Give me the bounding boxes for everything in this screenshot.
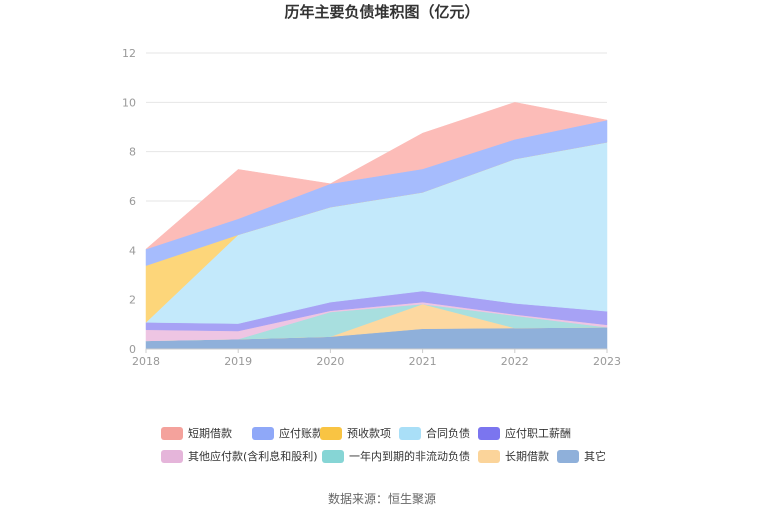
legend-swatch — [399, 427, 421, 440]
y-tick-label: 12 — [122, 47, 136, 60]
legend-item[interactable]: 应付职工薪酬 — [478, 426, 571, 440]
legend-label: 一年内到期的非流动负债 — [349, 449, 470, 463]
y-tick-label: 10 — [122, 96, 136, 109]
legend-item[interactable]: 应付账款 — [252, 426, 323, 440]
legend-label: 应付账款 — [279, 426, 323, 440]
y-tick-label: 8 — [129, 146, 136, 159]
y-tick-label: 0 — [129, 343, 136, 356]
legend-item[interactable]: 短期借款 — [161, 426, 232, 440]
legend-label: 其它 — [584, 449, 606, 463]
series-area — [145, 102, 608, 250]
legend-item[interactable]: 其他应付款(含利息和股利) — [161, 449, 318, 463]
legend-item[interactable]: 长期借款 — [478, 449, 549, 463]
legend-label: 预收款项 — [347, 426, 391, 440]
x-tick-label: 2022 — [501, 355, 529, 368]
y-tick-label: 6 — [129, 195, 136, 208]
x-tick-label: 2020 — [316, 355, 344, 368]
legend-swatch — [478, 450, 500, 463]
chart-title: 历年主要负债堆积图（亿元） — [284, 3, 479, 21]
x-axis: 2018 2019 2020 2021 2022 2023 — [132, 348, 621, 368]
legend-swatch — [161, 450, 183, 463]
legend-label: 长期借款 — [505, 449, 549, 463]
legend-label: 应付职工薪酬 — [505, 426, 571, 440]
area-series — [145, 102, 608, 350]
legend-swatch — [322, 450, 344, 463]
source-note: 数据来源：恒生聚源 — [328, 491, 436, 506]
y-tick-label: 4 — [129, 244, 136, 257]
y-axis: 0 2 4 6 8 10 12 — [122, 47, 136, 356]
legend-item[interactable]: 预收款项 — [320, 426, 391, 440]
legend-swatch — [161, 427, 183, 440]
x-tick-label: 2023 — [593, 355, 621, 368]
legend-item[interactable]: 合同负债 — [399, 426, 470, 440]
legend-label: 合同负债 — [426, 426, 470, 440]
legend-label: 其他应付款(含利息和股利) — [188, 449, 318, 463]
legend-item[interactable]: 一年内到期的非流动负债 — [322, 449, 470, 463]
legend-item[interactable]: 其它 — [557, 449, 606, 463]
legend-swatch — [557, 450, 579, 463]
legend-label: 短期借款 — [188, 426, 232, 440]
x-tick-label: 2021 — [409, 355, 437, 368]
legend-swatch — [320, 427, 342, 440]
legend-swatch — [478, 427, 500, 440]
legend-swatch — [252, 427, 274, 440]
x-tick-label: 2019 — [224, 355, 252, 368]
y-tick-label: 2 — [129, 294, 136, 307]
x-tick-label: 2018 — [132, 355, 160, 368]
